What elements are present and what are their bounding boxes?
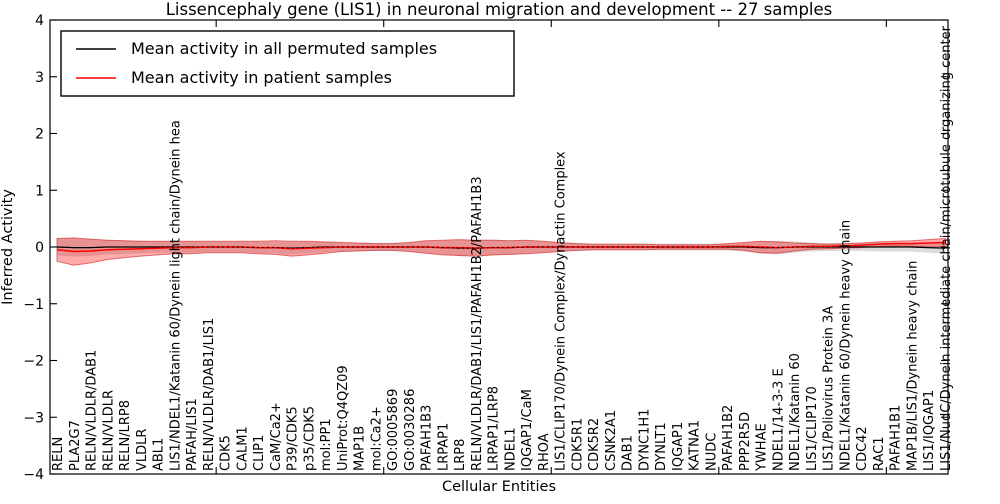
x-tick-label: LIS1/CLIP170/Dynein Complex/Dynactin Com… — [554, 151, 569, 471]
x-tick-label: LRPAP1/LRP8 — [487, 386, 502, 471]
x-tick-label: VLDLR — [135, 429, 150, 471]
x-tick-label: RELN/VLDLR — [101, 390, 116, 471]
patient-band — [56, 237, 946, 266]
x-tick-label: PAFAH1B3 — [420, 405, 435, 471]
legend-patient-label: Mean activity in patient samples — [131, 68, 392, 87]
y-tick-label: 4 — [35, 13, 44, 29]
x-tick-label: IQGAP1/CaM — [520, 389, 535, 471]
x-tick-label: RHOA — [537, 433, 552, 471]
x-tick-label: LIS1/NudC/Dynein intermediate chain/micr… — [939, 25, 954, 471]
x-tick-label: DAB1 — [621, 435, 636, 471]
x-tick-label: NUDC — [704, 433, 719, 471]
x-tick-label: RAC1 — [872, 436, 887, 471]
legend: Mean activity in all permuted samples Me… — [60, 30, 515, 97]
x-tick-label: p35/CDK5 — [302, 406, 317, 471]
x-tick-label: RELN/VLDLR/DAB1/LIS1/PAFAH1B2/PAFAH1B3 — [470, 176, 485, 471]
x-tick-label: KATNA1 — [688, 420, 703, 471]
plot-title: Lissencephaly gene (LIS1) in neuronal mi… — [166, 0, 833, 19]
legend-frame — [60, 30, 515, 97]
x-tick-label: PAFAH/LIS1 — [185, 398, 200, 471]
x-tick-label: CSNK2A1 — [604, 410, 619, 471]
x-tick-label: ABL1 — [152, 438, 167, 471]
x-tick-label: LRPAP1 — [436, 423, 451, 471]
y-tick-label: −2 — [23, 354, 44, 370]
x-tick-label: CLIP1 — [252, 435, 267, 471]
x-tick-label: YWHAE — [755, 423, 770, 472]
x-tick-label: LRP8 — [453, 439, 468, 471]
x-tick-label: PAFAH1B1 — [889, 405, 904, 471]
x-tick-label: DYNLT1 — [654, 422, 669, 471]
x-tick-label: NDEL1/14-3-3 E — [772, 368, 787, 471]
x-tick-label: CDK5R1 — [570, 418, 585, 471]
x-tick-label: CALM1 — [235, 426, 250, 471]
x-tick-label: mol:Ca2+ — [369, 406, 384, 471]
y-tick-label: 2 — [35, 127, 44, 143]
x-tick-label: mol:PP1 — [319, 418, 334, 471]
x-axis-label: Cellular Entities — [442, 479, 556, 495]
permuted-mean-dotted-line — [56, 246, 946, 249]
x-tick-label: MAP1B — [353, 426, 368, 471]
x-tick-label: PPP2R5D — [738, 412, 753, 471]
y-tick-label: 0 — [35, 240, 44, 256]
x-tick-label: CDC42 — [855, 426, 870, 471]
y-tick-labels: 4 3 2 1 0 −1 −2 −3 −4 — [23, 13, 44, 483]
series-layer — [56, 237, 946, 266]
x-tick-labels: RELN PLA2G7 RELN/VLDLR/DAB1 RELN/VLDLR RELN/… — [51, 25, 954, 472]
y-tick-label: −3 — [23, 410, 44, 426]
x-tick-label: PLA2G7 — [68, 420, 83, 471]
x-tick-label: UniProt:Q4QZ09 — [336, 365, 351, 471]
x-tick-label: MAP1B/LIS1/Dynein heavy chain — [906, 261, 921, 471]
y-tick-label: 1 — [35, 183, 44, 199]
legend-permuted-label: Mean activity in all permuted samples — [131, 39, 437, 58]
x-tick-label: NDEL1 — [503, 428, 518, 471]
x-tick-label: GO:0030286 — [403, 389, 418, 471]
x-tick-label: RELN — [51, 437, 66, 471]
x-tick-label: LIS1/CLIP170 — [805, 386, 820, 471]
x-tick-label: LIS1/Poliovirus Protein 3A — [822, 306, 837, 471]
x-tick-label: RELN/LRP8 — [118, 400, 133, 471]
x-tick-label: P39/CDK5 — [286, 406, 301, 471]
x-tick-label: CaM/Ca2+ — [269, 402, 284, 471]
x-tick-label: LIS1/IQGAP1 — [922, 390, 937, 471]
x-tick-label: IQGAP1 — [671, 422, 686, 471]
x-tick-label: NDEL1/Katanin 60 — [788, 353, 803, 471]
y-axis-label: Inferred Activity — [0, 189, 16, 305]
x-tick-label: GO:0005869 — [386, 389, 401, 471]
x-tick-label: CDK5R2 — [587, 418, 602, 471]
x-tick-label: PAFAH1B2 — [721, 405, 736, 471]
x-tick-label: LIS1/NDEL1/Katanin 60/Dynein light chain… — [168, 120, 183, 471]
x-tick-label: CDK5 — [219, 435, 234, 471]
x-tick-label: RELN/VLDLR/DAB1 — [85, 350, 100, 471]
x-tick-label: DYNC1H1 — [637, 409, 652, 471]
x-tick-label: NDEL1/Katanin 60/Dynein heavy chain — [839, 220, 854, 471]
y-tick-label: −4 — [23, 467, 44, 483]
y-tick-label: −1 — [23, 297, 44, 313]
axis-ticks — [50, 19, 948, 475]
y-tick-label: 3 — [35, 70, 44, 86]
x-tick-label: RELN/VLDLR/DAB1/LIS1 — [202, 318, 217, 471]
